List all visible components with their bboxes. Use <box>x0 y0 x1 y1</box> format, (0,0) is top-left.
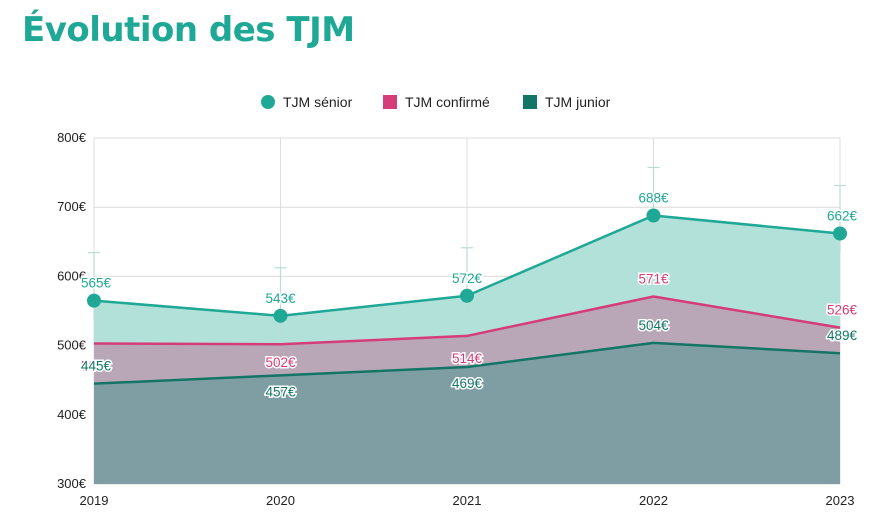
chart-markers <box>87 166 847 334</box>
data-label-confirme: 502€ <box>265 355 296 370</box>
y-tick-label: 700€ <box>57 199 87 214</box>
y-tick-label: 300€ <box>57 476 87 491</box>
point-senior <box>460 288 474 303</box>
legend-label-junior: TJM junior <box>545 94 611 110</box>
data-label-junior: 504€ <box>638 318 669 333</box>
legend-marker-senior <box>261 95 275 109</box>
chart-data-labels: 565€ 543€ 572€ 688€ 662€ 503€ 502€ 514€ 571€ 526€… <box>79 189 859 401</box>
chart-ticks: 300€ 400€ 500€ 600€ 700€ 800€ 2019 2020 2021 2022… <box>57 130 854 508</box>
point-senior <box>273 308 288 323</box>
data-label-junior: 489€ <box>827 328 858 343</box>
legend-label-senior: TJM sénior <box>283 94 353 110</box>
data-label-junior: 469€ <box>452 376 483 391</box>
chart-legend[interactable]: TJM sénior TJM confirmé TJM junior <box>261 94 611 110</box>
series-line-confirme <box>93 295 841 346</box>
data-label-confirme: 571€ <box>638 271 669 286</box>
legend-marker-junior <box>523 95 537 109</box>
data-label-senior: 543€ <box>265 291 296 306</box>
x-tick-label: 2022 <box>639 493 668 508</box>
point-senior <box>833 226 847 241</box>
data-label-confirme: 526€ <box>827 303 858 318</box>
data-label-junior: 457€ <box>265 384 296 399</box>
page-title: Évolution des TJM <box>22 10 355 50</box>
point-senior <box>87 293 101 308</box>
y-tick-label: 800€ <box>57 130 87 145</box>
legend-label-confirme: TJM confirmé <box>405 94 490 110</box>
area-junior <box>94 342 840 484</box>
x-tick-label: 2020 <box>266 493 295 508</box>
legend-marker-confirme <box>383 95 397 109</box>
data-label-junior: 445€ <box>81 359 112 374</box>
point-senior <box>646 208 661 223</box>
data-label-senior: 688€ <box>638 191 669 206</box>
x-tick-label: 2019 <box>80 493 109 508</box>
data-label-senior: 565€ <box>81 276 112 291</box>
data-label-confirme: 514€ <box>452 351 483 366</box>
data-label-senior: 662€ <box>827 208 858 223</box>
data-label-confirme: 503€ <box>81 359 112 374</box>
data-label-senior: 572€ <box>452 271 483 286</box>
chart-areas <box>94 215 840 484</box>
y-tick-label: 600€ <box>57 268 87 283</box>
area-senior <box>94 215 840 345</box>
x-tick-label: 2021 <box>453 493 482 508</box>
x-tick-label: 2023 <box>826 493 855 508</box>
y-tick-label: 400€ <box>57 407 87 422</box>
area-confirme <box>94 296 840 384</box>
series-line-junior <box>93 341 841 385</box>
y-tick-label: 500€ <box>57 338 87 353</box>
